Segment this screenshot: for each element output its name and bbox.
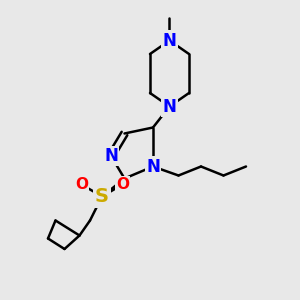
Text: O: O <box>116 177 129 192</box>
Text: O: O <box>75 177 88 192</box>
Text: S: S <box>95 187 109 206</box>
Text: N: N <box>163 98 176 116</box>
Text: N: N <box>104 147 118 165</box>
Text: N: N <box>163 32 176 50</box>
Text: N: N <box>146 158 160 175</box>
